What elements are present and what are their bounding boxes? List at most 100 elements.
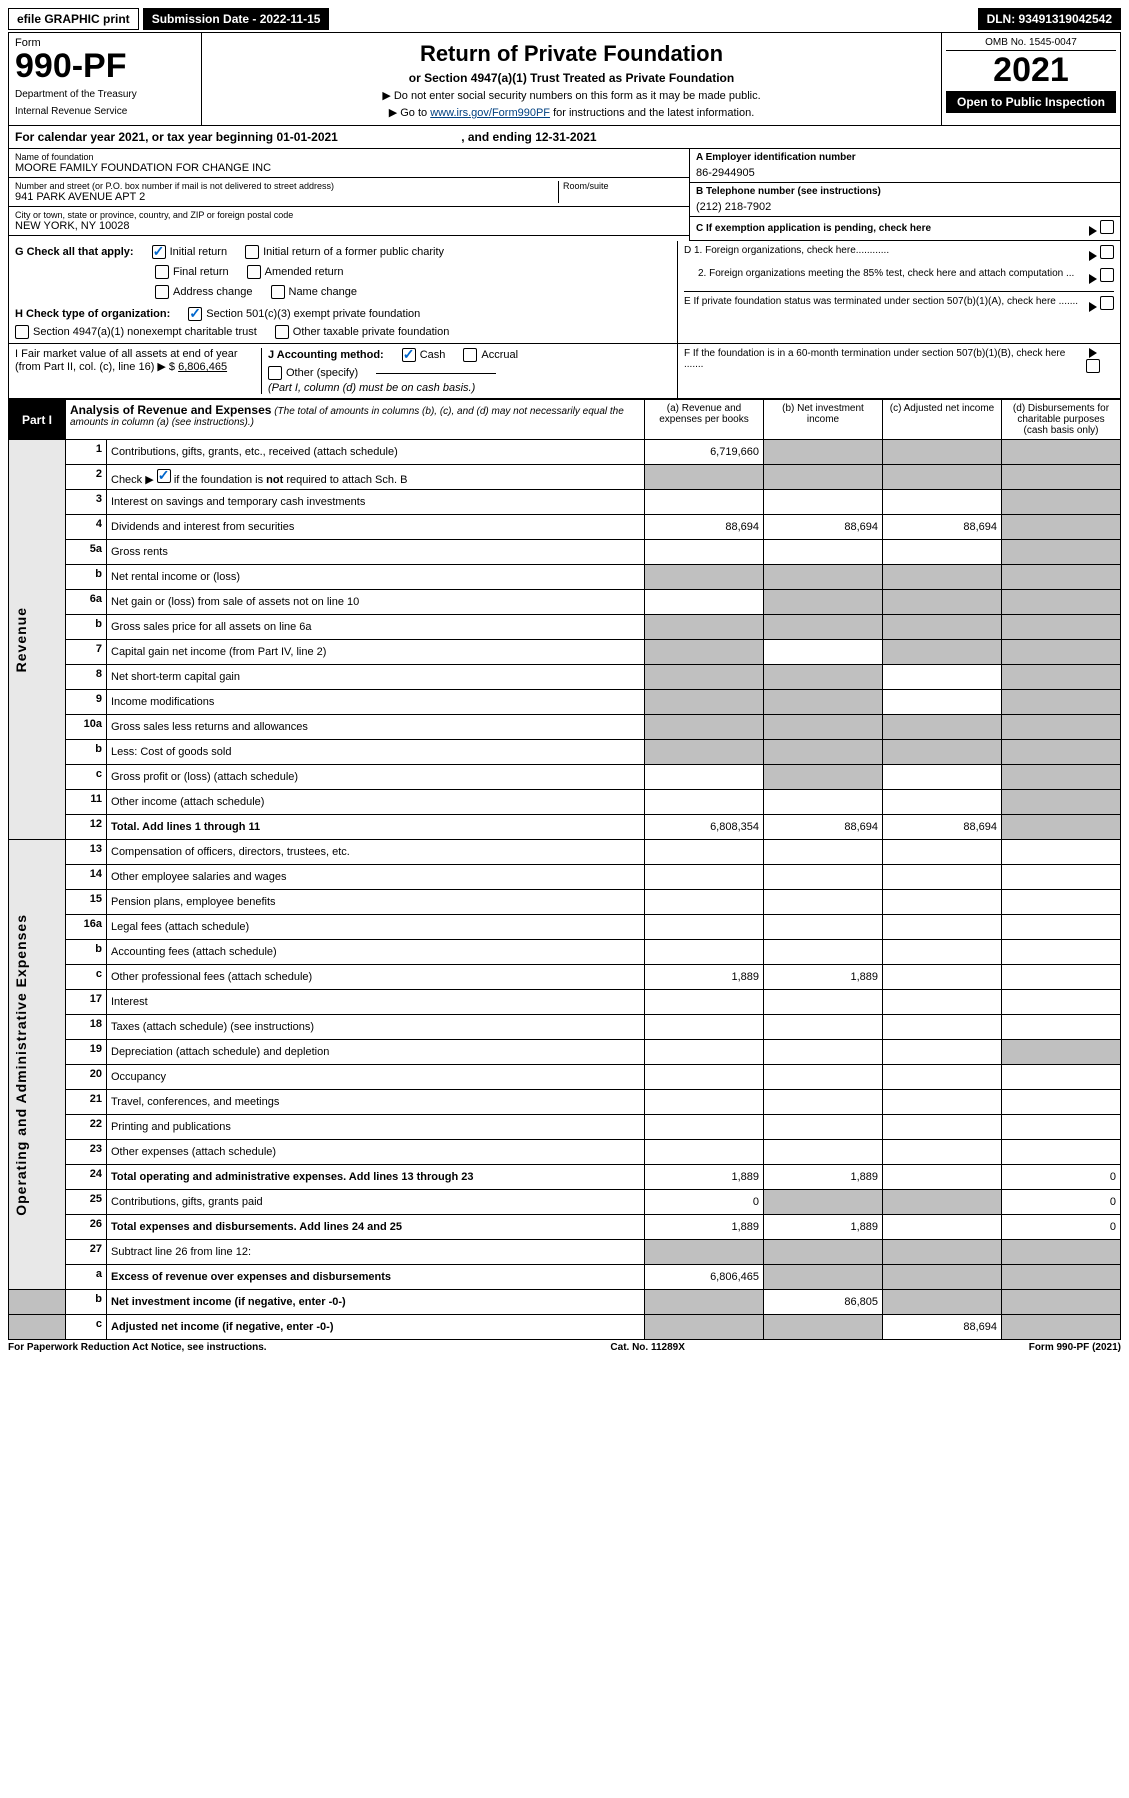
table-row: 4Dividends and interest from securities8… [9, 515, 1121, 540]
efile-box: efile GRAPHIC print [8, 8, 139, 30]
table-row: 15Pension plans, employee benefits [9, 890, 1121, 915]
phone-cell: B Telephone number (see instructions) (2… [690, 183, 1120, 217]
table-row: 7Capital gain net income (from Part IV, … [9, 640, 1121, 665]
amended-return-checkbox[interactable] [247, 265, 261, 279]
expenses-side-label: Operating and Administrative Expenses [9, 840, 66, 1290]
table-row: bAccounting fees (attach schedule) [9, 940, 1121, 965]
table-row: 8Net short-term capital gain [9, 665, 1121, 690]
accrual-checkbox[interactable] [463, 348, 477, 362]
form-header: Form 990-PF Department of the Treasury I… [8, 32, 1121, 126]
form-number: 990-PF [15, 49, 195, 83]
d2-row: 2. Foreign organizations meeting the 85%… [684, 268, 1114, 285]
table-row: bNet investment income (if negative, ent… [9, 1290, 1121, 1315]
tax-year: 2021 [946, 53, 1116, 87]
table-row: 10aGross sales less returns and allowanc… [9, 715, 1121, 740]
entity-info: Name of foundation MOORE FAMILY FOUNDATI… [8, 149, 1121, 241]
table-row: 25Contributions, gifts, grants paid00 [9, 1190, 1121, 1215]
table-row: 19Depreciation (attach schedule) and dep… [9, 1040, 1121, 1065]
address-change-checkbox[interactable] [155, 285, 169, 299]
page-footer: For Paperwork Reduction Act Notice, see … [8, 1342, 1121, 1353]
table-row: 11Other income (attach schedule) [9, 790, 1121, 815]
table-row: 20Occupancy [9, 1065, 1121, 1090]
table-row: 23Other expenses (attach schedule) [9, 1140, 1121, 1165]
header-right: OMB No. 1545-0047 2021 Open to Public In… [941, 33, 1120, 125]
table-row: 22Printing and publications [9, 1115, 1121, 1140]
c-checkbox[interactable] [1100, 220, 1114, 234]
address-cell: Number and street (or P.O. box number if… [9, 178, 689, 207]
dln-box: DLN: 93491319042542 [978, 8, 1121, 30]
i-j-f-section: I Fair market value of all assets at end… [8, 344, 1121, 399]
initial-return-checkbox[interactable] [152, 245, 166, 259]
irs-link[interactable]: www.irs.gov/Form990PF [430, 107, 550, 119]
header-left: Form 990-PF Department of the Treasury I… [9, 33, 202, 125]
table-row: 3Interest on savings and temporary cash … [9, 490, 1121, 515]
table-row: 14Other employee salaries and wages [9, 865, 1121, 890]
calendar-year-row: For calendar year 2021, or tax year begi… [8, 126, 1121, 149]
d1-checkbox[interactable] [1100, 245, 1114, 259]
cat-no: Cat. No. 11289X [610, 1342, 684, 1353]
col-d-header: (d) Disbursements for charitable purpose… [1002, 400, 1121, 440]
submission-date-box: Submission Date - 2022-11-15 [143, 8, 330, 30]
open-to-public: Open to Public Inspection [946, 91, 1116, 113]
table-row: 17Interest [9, 990, 1121, 1015]
e-checkbox[interactable] [1100, 296, 1114, 310]
other-taxable-checkbox[interactable] [275, 325, 289, 339]
g-label: G Check all that apply: [15, 246, 134, 258]
dept-treasury: Department of the Treasury [15, 89, 195, 100]
i-value: 6,806,465 [178, 361, 227, 373]
501c3-checkbox[interactable] [188, 307, 202, 321]
table-row: 9Income modifications [9, 690, 1121, 715]
form-title: Return of Private Foundation [210, 41, 933, 67]
omb-number: OMB No. 1545-0047 [946, 37, 1116, 51]
name-change-checkbox[interactable] [271, 285, 285, 299]
e-row: E If private foundation status was termi… [684, 291, 1114, 313]
d1-row: D 1. Foreign organizations, check here..… [684, 245, 1114, 262]
paperwork-notice: For Paperwork Reduction Act Notice, see … [8, 1342, 267, 1353]
final-return-checkbox[interactable] [155, 265, 169, 279]
part1-table: Part I Analysis of Revenue and Expenses … [8, 399, 1121, 1340]
table-row: Operating and Administrative Expenses 13… [9, 840, 1121, 865]
h-label: H Check type of organization: [15, 308, 170, 320]
c-pending-cell: C If exemption application is pending, c… [690, 217, 1120, 241]
table-row: 16aLegal fees (attach schedule) [9, 915, 1121, 940]
col-c-header: (c) Adjusted net income [883, 400, 1002, 440]
form-ref: Form 990-PF (2021) [1029, 1342, 1121, 1353]
j-note: (Part I, column (d) must be on cash basi… [268, 382, 671, 394]
other-method-checkbox[interactable] [268, 366, 282, 380]
cash-checkbox[interactable] [402, 348, 416, 362]
table-row: aExcess of revenue over expenses and dis… [9, 1265, 1121, 1290]
j-label: J Accounting method: [268, 349, 384, 361]
d2-checkbox[interactable] [1100, 268, 1114, 282]
irs-label: Internal Revenue Service [15, 106, 195, 117]
col-b-header: (b) Net investment income [764, 400, 883, 440]
form-subtitle: or Section 4947(a)(1) Trust Treated as P… [210, 71, 933, 85]
part1-title: Analysis of Revenue and Expenses [70, 403, 271, 417]
table-row: 26Total expenses and disbursements. Add … [9, 1215, 1121, 1240]
name-cell: Name of foundation MOORE FAMILY FOUNDATI… [9, 149, 689, 178]
ein-cell: A Employer identification number 86-2944… [690, 149, 1120, 183]
4947-checkbox[interactable] [15, 325, 29, 339]
initial-former-checkbox[interactable] [245, 245, 259, 259]
header-mid: Return of Private Foundation or Section … [202, 33, 941, 125]
table-row: 24Total operating and administrative exp… [9, 1165, 1121, 1190]
arrow-icon [1089, 226, 1097, 236]
instr-1: ▶ Do not enter social security numbers o… [210, 89, 933, 102]
part1-label: Part I [9, 400, 66, 440]
table-row: 12Total. Add lines 1 through 116,808,354… [9, 815, 1121, 840]
instr-2: ▶ Go to www.irs.gov/Form990PF for instru… [210, 106, 933, 119]
f-row: F If the foundation is in a 60-month ter… [684, 348, 1114, 376]
table-row: 27Subtract line 26 from line 12: [9, 1240, 1121, 1265]
table-row: bNet rental income or (loss) [9, 565, 1121, 590]
revenue-side-label: Revenue [9, 440, 66, 840]
top-bar: efile GRAPHIC print Submission Date - 20… [8, 8, 1121, 30]
table-row: 2Check ▶ if the foundation is not requir… [9, 465, 1121, 490]
table-row: 18Taxes (attach schedule) (see instructi… [9, 1015, 1121, 1040]
f-checkbox[interactable] [1086, 359, 1100, 373]
g-h-section: G Check all that apply: Initial return I… [8, 241, 1121, 344]
table-row: cGross profit or (loss) (attach schedule… [9, 765, 1121, 790]
table-row: Revenue 1Contributions, gifts, grants, e… [9, 440, 1121, 465]
table-row: bLess: Cost of goods sold [9, 740, 1121, 765]
city-cell: City or town, state or province, country… [9, 207, 689, 236]
schb-checkbox[interactable] [157, 469, 171, 483]
col-a-header: (a) Revenue and expenses per books [645, 400, 764, 440]
